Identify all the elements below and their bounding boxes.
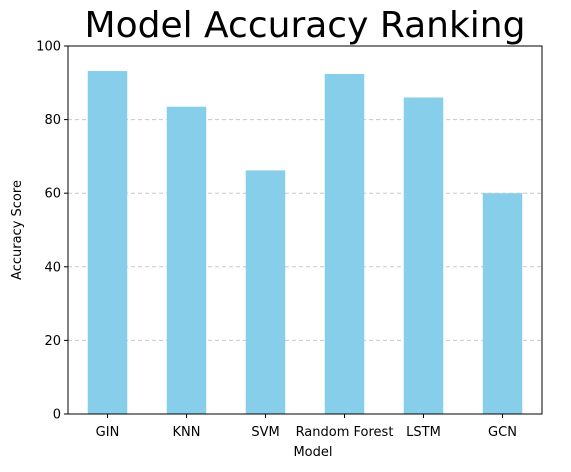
x-axis-ticks: GIN KNN SVM Random Forest LSTM GCN (96, 414, 517, 440)
y-tick-label: 80 (44, 113, 61, 128)
y-tick-label: 40 (44, 260, 61, 275)
bar (482, 193, 523, 414)
grid-lines (68, 119, 542, 341)
x-tick-label: SVM (251, 425, 279, 440)
bars (87, 71, 523, 415)
chart-title: Model Accuracy Ranking (85, 5, 526, 46)
y-tick-label: 100 (36, 40, 61, 55)
x-axis-label: Model (293, 445, 332, 460)
y-axis-label: Accuracy Score (10, 180, 25, 280)
plot-frame (67, 45, 543, 415)
bar (87, 71, 128, 415)
x-tick-label: KNN (173, 425, 201, 440)
y-tick-label: 20 (44, 334, 61, 349)
bar (245, 170, 286, 414)
x-tick-label: GIN (96, 425, 120, 440)
x-tick-label: GCN (488, 425, 517, 440)
y-tick-label: 0 (53, 408, 61, 423)
bar (403, 97, 444, 415)
bar (324, 73, 365, 414)
y-tick-label: 60 (44, 187, 61, 202)
x-tick-label: LSTM (406, 425, 441, 440)
bar (166, 106, 207, 414)
y-axis-ticks: 0 20 40 60 80 100 (36, 40, 68, 423)
x-tick-label: Random Forest (296, 425, 394, 440)
